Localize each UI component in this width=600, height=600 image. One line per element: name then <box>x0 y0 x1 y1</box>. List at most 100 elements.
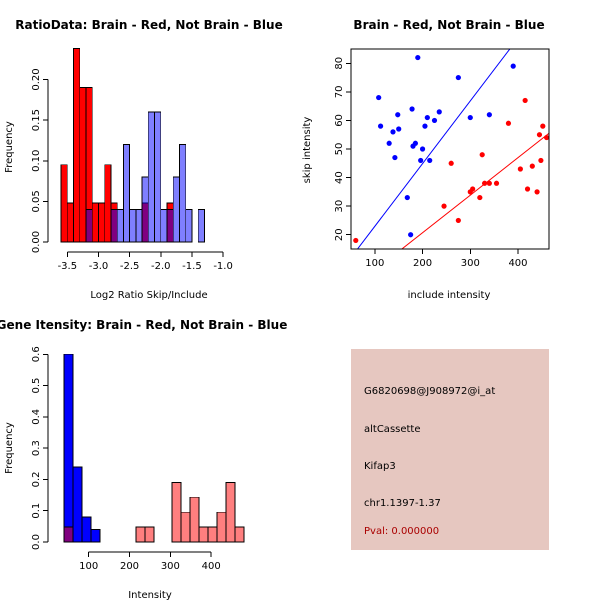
brain-histogram-bar <box>79 87 87 243</box>
brain-histogram-bar <box>135 526 146 543</box>
not-brain-histogram-bar <box>185 209 193 243</box>
not-brain-histogram-bar <box>179 144 187 243</box>
ratio-histogram-title: RatioData: Brain - Red, Not Brain - Blue <box>15 18 282 32</box>
brain-histogram-bar <box>66 202 74 243</box>
pvalue-text: Pval: 0.000000 <box>364 526 440 537</box>
x-tick-label: 200 <box>120 561 139 572</box>
not-brain-scatter-point <box>415 54 421 61</box>
y-tick-label: 50 <box>334 143 345 156</box>
gene-name-text: Kifap3 <box>364 461 396 472</box>
brain-histogram-bar <box>91 202 99 243</box>
not-brain-scatter-point <box>486 112 492 118</box>
x-tick-label: 400 <box>202 561 221 572</box>
not-brain-histogram-bar <box>63 353 74 543</box>
brain-scatter-point <box>493 180 500 186</box>
not-brain-histogram-bar <box>154 111 162 243</box>
x-tick-label: -1.5 <box>182 261 202 272</box>
y-tick-label: 0.6 <box>31 346 42 362</box>
brain-scatter-point <box>477 194 483 201</box>
not-brain-histogram-bar <box>85 209 93 243</box>
brain-histogram-bar <box>98 202 106 243</box>
not-brain-scatter-point <box>431 117 438 124</box>
y-tick-label: 0.1 <box>31 503 42 519</box>
not-brain-histogram-bar <box>81 516 92 543</box>
event-type-text: altCassette <box>364 424 421 435</box>
brain-scatter-point <box>479 152 485 158</box>
y-tick-label: 0.3 <box>31 440 42 456</box>
x-tick-label: -2.0 <box>151 261 171 272</box>
brain-scatter-point <box>540 123 546 129</box>
x-tick-label: 400 <box>508 258 527 269</box>
ratio-histogram-xlabel: Log2 Ratio Skip/Include <box>90 290 207 301</box>
intensity-scatter-ylabel: skip intensity <box>302 117 313 184</box>
not-brain-histogram-bar <box>90 529 101 543</box>
not-brain-scatter-point <box>436 109 442 115</box>
not-brain-scatter-point <box>412 140 419 146</box>
brain-scatter-point <box>448 160 454 166</box>
brain-scatter-point <box>524 186 531 192</box>
intensity-scatter-title: Brain - Red, Not Brain - Blue <box>353 18 544 32</box>
x-tick-label: -3.0 <box>89 261 109 272</box>
not-brain-histogram-bar <box>116 209 124 243</box>
x-tick-label: 300 <box>461 258 480 269</box>
brain-histogram-bar <box>198 526 209 543</box>
brain-scatter-point <box>529 163 535 169</box>
brain-histogram-bar <box>63 526 74 543</box>
not-brain-scatter-point <box>427 157 433 164</box>
y-tick-label: 20 <box>334 228 345 241</box>
brain-scatter-point <box>470 186 476 192</box>
not-brain-histogram-bar <box>110 209 118 243</box>
brain-scatter-point <box>544 134 550 141</box>
gene-intensity-ylabel: Frequency <box>4 422 15 474</box>
brain-scatter-point <box>481 180 488 186</box>
brain-fit-line <box>401 132 549 249</box>
y-tick-label: 0.00 <box>31 231 42 253</box>
not-brain-scatter-point <box>422 123 428 129</box>
not-brain-histogram-bar <box>135 209 143 243</box>
brain-histogram-bar <box>189 496 200 543</box>
intensity-scatter-panel: Brain - Red, Not Brain - Blue include in… <box>302 18 550 301</box>
y-tick-label: 0.10 <box>31 150 42 172</box>
not-brain-histogram-bar <box>147 111 155 243</box>
brain-histogram-bar <box>234 526 245 543</box>
probe-info-box: G6820698@J908972@i_at altCassette Kifap3… <box>351 349 549 550</box>
y-tick-label: 60 <box>334 114 345 127</box>
y-tick-label: 40 <box>334 171 345 184</box>
not-brain-scatter-point <box>467 114 473 121</box>
brain-histogram-bar <box>207 526 218 543</box>
not-brain-histogram-bar <box>129 209 137 243</box>
probe-id-text: G6820698@J908972@i_at <box>364 386 496 397</box>
not-brain-scatter-point <box>510 63 516 69</box>
brain-histogram-bar <box>144 526 155 543</box>
brain-histogram-bar <box>60 164 68 243</box>
brain-scatter-point <box>538 157 544 164</box>
brain-scatter-point <box>505 120 512 126</box>
brain-histogram-bar <box>216 511 227 543</box>
y-tick-label: 0.2 <box>31 471 42 487</box>
gene-intensity-title: Gene Itensity: Brain - Red, Not Brain - … <box>0 318 287 332</box>
y-tick-label: 0.4 <box>31 409 42 425</box>
y-tick-label: 0.20 <box>31 68 42 90</box>
not-brain-scatter-point <box>418 157 424 164</box>
brain-scatter-point <box>522 97 528 104</box>
brain-histogram-bar <box>180 511 191 543</box>
x-tick-label: -1.0 <box>213 261 233 272</box>
not-brain-scatter-point <box>392 154 398 161</box>
not-brain-scatter-point <box>419 146 426 152</box>
x-tick-label: 300 <box>161 561 180 572</box>
y-tick-label: 80 <box>334 57 345 70</box>
brain-histogram-bar <box>225 482 236 543</box>
x-tick-label: 100 <box>365 258 384 269</box>
not-brain-scatter-point <box>376 94 382 101</box>
brain-scatter-point <box>536 132 543 138</box>
not-brain-histogram-bar <box>172 176 180 243</box>
not-brain-histogram-bar <box>166 209 174 243</box>
brain-scatter-point <box>517 166 523 172</box>
y-tick-label: 70 <box>334 85 345 98</box>
y-tick-label: 0.5 <box>31 378 42 394</box>
ratio-histogram-panel: RatioData: Brain - Red, Not Brain - Blue… <box>4 18 283 301</box>
brain-scatter-point <box>534 189 540 195</box>
not-brain-histogram-bar <box>123 144 131 243</box>
not-brain-histogram-bar <box>160 209 168 243</box>
